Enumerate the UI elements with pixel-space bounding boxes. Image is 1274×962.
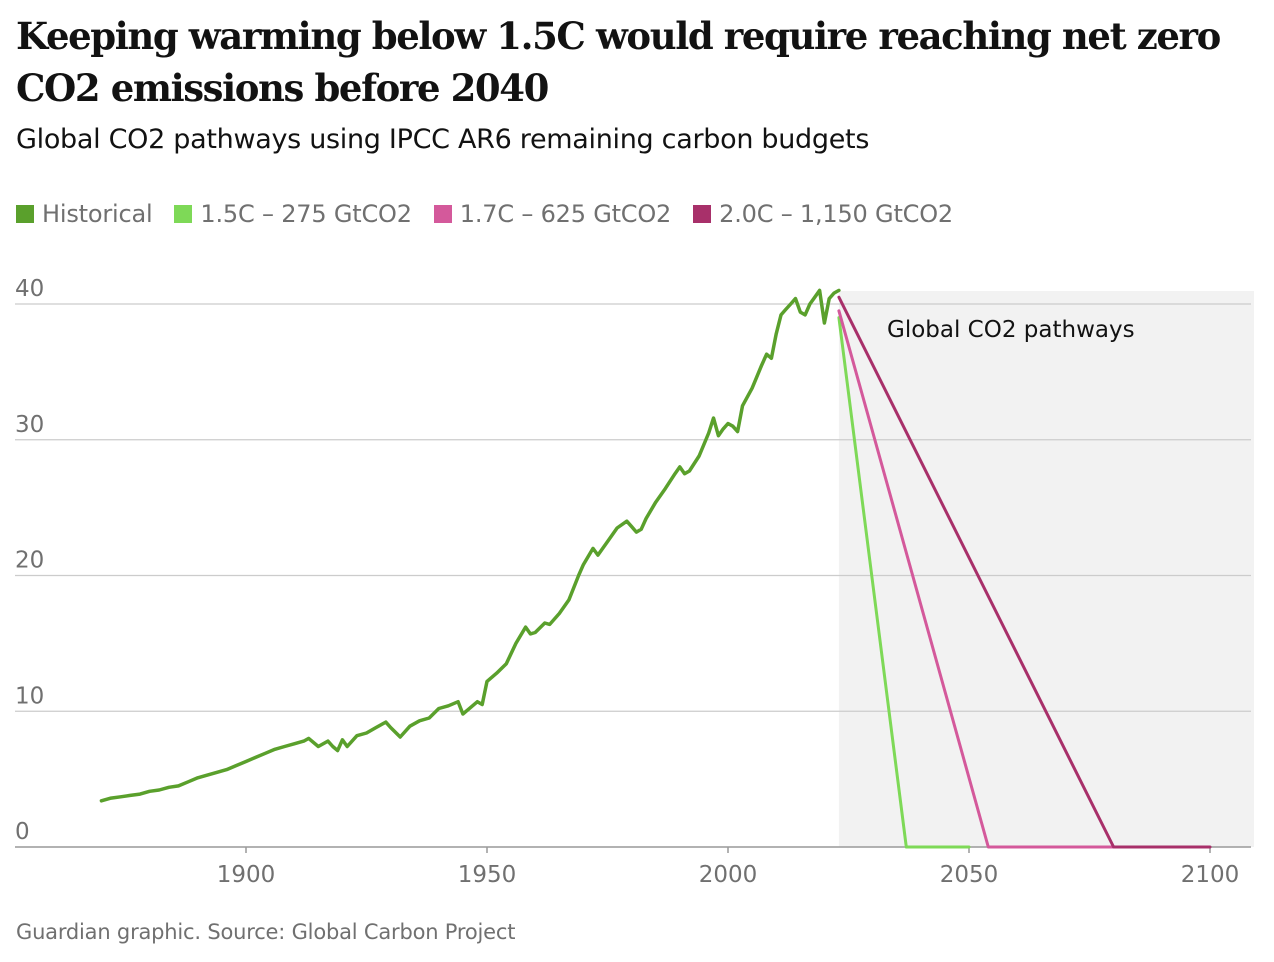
series-line-historical xyxy=(99,288,841,803)
series-line-p17 xyxy=(837,309,1116,849)
y-tick-label-20: 20 xyxy=(15,548,44,574)
y-axis-labels: 0 10 20 30 40 xyxy=(15,276,44,845)
legend-item-historical: Historical xyxy=(16,200,153,228)
legend-label-historical: Historical xyxy=(42,200,153,228)
chart-title: Keeping warming below 1.5C would require… xyxy=(16,14,1221,110)
x-tick-label-2050: 2050 xyxy=(940,862,999,888)
legend-swatch-1-7c xyxy=(433,205,452,223)
legend-item-1-5c: 1.5C – 275 GtCO2 xyxy=(174,200,412,228)
source-note: Guardian graphic. Source: Global Carbon … xyxy=(16,920,516,944)
line-chart: 0 10 20 30 40 1900 1950 2000 2050 2100 Global CO… xyxy=(15,276,1254,888)
legend-label-2-0c: 2.0C – 1,150 GtCO2 xyxy=(719,200,953,228)
legend-swatch-2-0c xyxy=(693,205,712,223)
legend-item-2-0c: 2.0C – 1,150 GtCO2 xyxy=(693,200,953,228)
y-tick-label-30: 30 xyxy=(15,412,44,438)
x-tick-label-1900: 1900 xyxy=(217,862,276,888)
series-line-p15 xyxy=(837,316,971,849)
x-tick-label-2000: 2000 xyxy=(699,862,758,888)
x-axis-labels: 1900 1950 2000 2050 2100 xyxy=(217,847,1240,888)
chart-subtitle: Global CO2 pathways using IPCC AR6 remai… xyxy=(16,124,870,155)
legend-label-1-7c: 1.7C – 625 GtCO2 xyxy=(459,200,672,228)
series-line-p20 xyxy=(837,295,1212,849)
legend-swatch-1-5c xyxy=(174,205,193,223)
y-tick-label-0: 0 xyxy=(15,819,30,845)
x-tick-label-1950: 1950 xyxy=(458,862,517,888)
x-tick-label-2100: 2100 xyxy=(1181,862,1240,888)
legend-item-1-7c: 1.7C – 625 GtCO2 xyxy=(433,200,672,228)
legend: Historical 1.5C – 275 GtCO2 1.7C – 625 G… xyxy=(16,194,975,234)
y-tick-label-40: 40 xyxy=(15,276,44,302)
y-tick-label-10: 10 xyxy=(15,683,44,709)
legend-swatch-historical xyxy=(16,205,34,223)
series-lines xyxy=(99,288,1212,849)
pathways-annotation: Global CO2 pathways xyxy=(887,317,1135,343)
pathways-shaded-region xyxy=(838,291,1254,847)
legend-label-1-5c: 1.5C – 275 GtCO2 xyxy=(200,200,412,228)
